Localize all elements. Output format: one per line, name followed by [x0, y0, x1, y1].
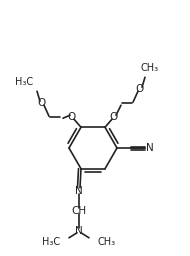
- Text: N: N: [146, 143, 154, 153]
- Text: O: O: [136, 84, 144, 94]
- Text: N: N: [75, 226, 83, 236]
- Text: O: O: [38, 98, 46, 108]
- Text: CH₃: CH₃: [141, 63, 159, 73]
- Text: H₃C: H₃C: [15, 77, 33, 87]
- Text: CH₃: CH₃: [98, 237, 116, 247]
- Text: O: O: [110, 112, 118, 122]
- Text: H₃C: H₃C: [42, 237, 60, 247]
- Text: N: N: [75, 186, 83, 196]
- Text: CH: CH: [71, 206, 87, 216]
- Text: O: O: [68, 112, 76, 122]
